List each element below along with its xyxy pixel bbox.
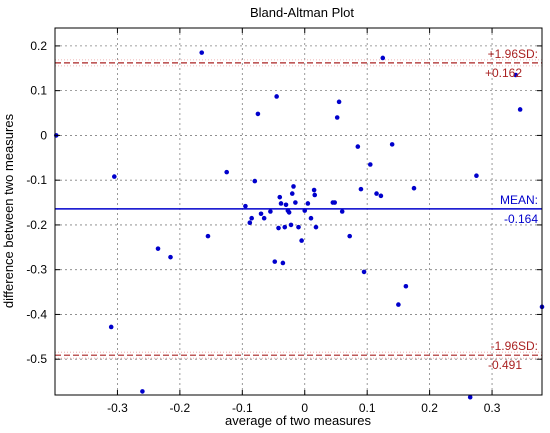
- data-point: [517, 107, 523, 112]
- data-point: [374, 191, 379, 196]
- y-tick-label: -0.1: [26, 173, 47, 187]
- x-tick-label: 0.1: [359, 401, 376, 415]
- data-point: [474, 173, 479, 178]
- data-point: [274, 94, 279, 99]
- x-tick-label: -0.1: [232, 401, 253, 415]
- data-point: [513, 72, 519, 78]
- data-point: [168, 254, 173, 260]
- data-point: [276, 225, 281, 231]
- y-tick-label: 0.2: [30, 39, 47, 53]
- data-point: [293, 200, 298, 205]
- axis-ticks: -0.3 -0.2 -0.1 0 0.1 0.2 0.3 -0.5 -0.4 -0.3 -0.2 -0…: [26, 28, 542, 415]
- data-point: [252, 178, 258, 184]
- data-point: [380, 55, 386, 61]
- data-point: [339, 209, 345, 214]
- x-tick-label: 0.3: [484, 401, 501, 415]
- grid-lines: [55, 28, 542, 395]
- data-point: [296, 224, 301, 230]
- y-tick-label: -0.5: [26, 352, 47, 366]
- data-point: [261, 215, 267, 221]
- data-points: [53, 50, 545, 400]
- data-point: [268, 209, 273, 214]
- data-point: [289, 191, 295, 196]
- data-point: [358, 186, 364, 192]
- data-point: [255, 111, 261, 117]
- data-point: [312, 192, 318, 198]
- y-tick-label: -0.4: [26, 307, 47, 321]
- data-point: [286, 210, 292, 215]
- y-tick-label: 0.1: [30, 84, 47, 98]
- y-axis-title: difference between two measures: [1, 113, 16, 308]
- x-axis-title: average of two measures: [225, 413, 371, 428]
- data-point: [305, 201, 311, 206]
- data-point: [277, 194, 283, 200]
- data-point: [368, 162, 373, 167]
- data-point: [140, 389, 145, 394]
- data-point: [108, 324, 114, 330]
- data-point: [258, 211, 264, 217]
- upper-loa-value: +0.162: [485, 66, 522, 80]
- data-point: [199, 50, 205, 55]
- data-point: [332, 200, 338, 205]
- data-point: [467, 394, 473, 400]
- data-point: [313, 224, 319, 230]
- data-point: [299, 238, 304, 243]
- data-point: [291, 184, 296, 189]
- x-tick-label: 0: [301, 401, 308, 415]
- data-point: [288, 222, 294, 228]
- data-point: [282, 224, 288, 230]
- mean-label: MEAN:: [500, 193, 538, 207]
- data-point: [272, 259, 278, 264]
- data-point: [243, 203, 248, 209]
- data-point: [347, 233, 352, 239]
- y-tick-label: 0: [40, 128, 47, 142]
- data-point: [155, 246, 161, 251]
- reference-lines: [55, 59, 542, 359]
- data-point: [112, 174, 117, 179]
- data-point: [355, 144, 361, 149]
- data-point: [205, 233, 211, 239]
- data-point: [249, 215, 254, 221]
- upper-loa-label: +1.96SD:: [488, 47, 538, 61]
- data-point: [411, 185, 417, 191]
- data-point: [283, 202, 289, 208]
- y-tick-label: -0.3: [26, 263, 47, 277]
- data-point: [396, 302, 401, 307]
- data-point: [302, 208, 308, 213]
- data-point: [311, 187, 317, 193]
- data-point: [308, 215, 314, 221]
- data-point: [389, 142, 395, 147]
- lower-loa-value: -0.491: [488, 358, 522, 372]
- y-tick-label: -0.2: [26, 218, 47, 232]
- data-point: [334, 115, 340, 120]
- data-point: [403, 283, 409, 289]
- reference-labels: +1.96SD: +0.162 MEAN: -0.164 -1.96SD: -0.491: [485, 47, 538, 372]
- data-point: [224, 169, 229, 175]
- mean-value: -0.164: [504, 212, 538, 226]
- data-point: [336, 99, 342, 105]
- plot-frame: [54, 27, 543, 396]
- x-tick-label: -0.2: [170, 401, 191, 415]
- data-point: [247, 220, 253, 225]
- lower-loa-label: -1.96SD:: [491, 339, 538, 353]
- chart-title: Bland-Altman Plot: [250, 5, 354, 20]
- x-tick-label: -0.3: [107, 401, 128, 415]
- data-point: [278, 201, 284, 206]
- data-point: [280, 260, 286, 266]
- data-point: [378, 193, 384, 199]
- x-tick-label: 0.2: [421, 401, 438, 415]
- data-point: [361, 269, 367, 275]
